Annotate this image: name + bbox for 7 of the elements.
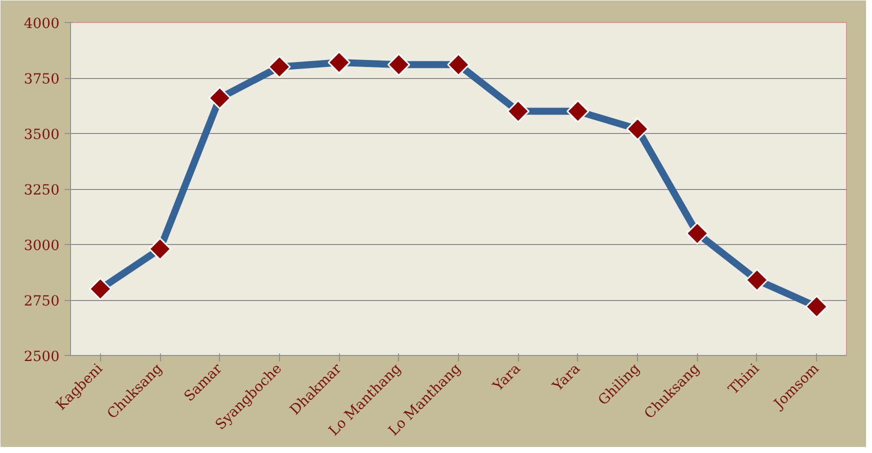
y-tick-label: 2750 xyxy=(24,294,60,310)
y-tick-label: 4000 xyxy=(24,16,60,32)
y-tick-label: 3500 xyxy=(24,127,60,143)
y-tick-label: 3750 xyxy=(24,72,60,88)
y-tick-label: 3000 xyxy=(24,238,60,254)
y-tick-label: 3250 xyxy=(24,182,60,198)
y-tick-label: 2500 xyxy=(24,349,60,365)
